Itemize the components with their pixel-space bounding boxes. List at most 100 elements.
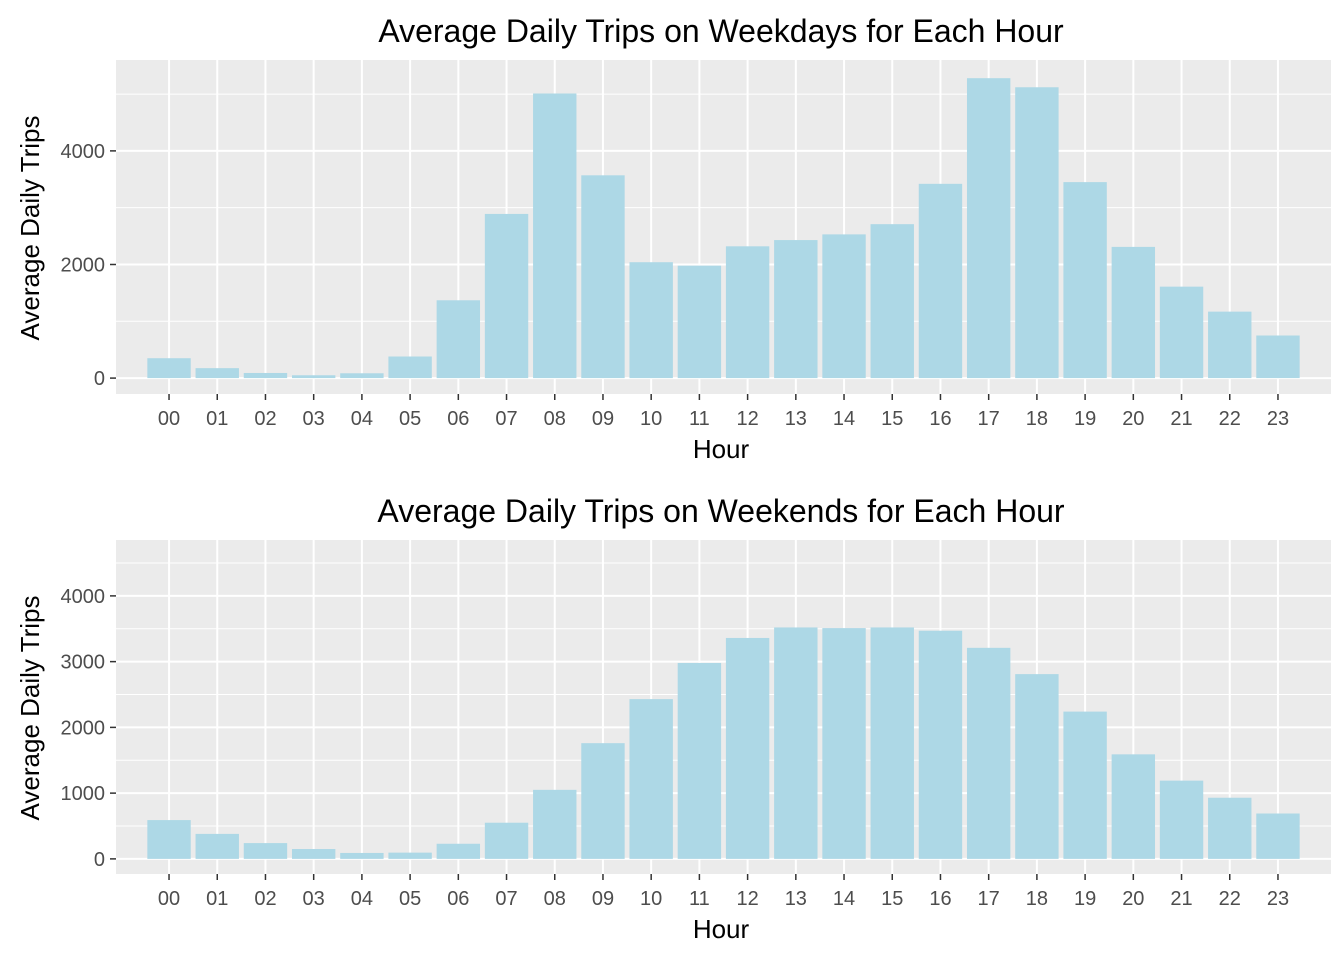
y-tick-label: 3000: [61, 652, 106, 674]
x-tick-label: 04: [351, 408, 373, 430]
x-axis-title: Hour: [693, 914, 750, 944]
x-tick-label: 09: [592, 408, 614, 430]
x-tick-label: 03: [303, 888, 325, 910]
bar-hour-10: [629, 262, 673, 379]
x-tick-label: 14: [833, 888, 855, 910]
bar-hour-02: [243, 372, 288, 379]
bar-hour-23: [1256, 335, 1300, 379]
bar-hour-00: [147, 358, 191, 379]
bar-hour-08: [533, 789, 577, 859]
bar-hour-13: [774, 240, 818, 379]
bar-hour-14: [822, 628, 866, 859]
x-axis-title: Hour: [693, 434, 750, 464]
bar-hour-03: [291, 375, 336, 379]
x-tick-label: 08: [544, 888, 566, 910]
bar-hour-10: [629, 699, 673, 859]
bar-hour-22: [1208, 311, 1252, 379]
x-tick-label: 23: [1267, 888, 1289, 910]
bar-hour-22: [1208, 797, 1252, 859]
x-tick-label: 00: [158, 408, 180, 430]
y-tick-label: 0: [94, 368, 105, 390]
x-tick-label: 19: [1074, 888, 1096, 910]
bar-hour-00: [147, 820, 191, 859]
bar-hour-13: [774, 627, 818, 859]
plot-area: 0 1000 2000 3000 4000 00 01 02 03 04 05 06 07 08 09 10 1…: [61, 540, 1331, 910]
bar-hour-09: [581, 175, 625, 379]
x-tick-label: 18: [1026, 888, 1048, 910]
bar-hour-14: [822, 234, 866, 379]
x-tick-label: 20: [1122, 408, 1144, 430]
x-tick-label: 07: [495, 408, 517, 430]
x-tick-label: 11: [689, 408, 710, 430]
bar-hour-06: [436, 300, 481, 379]
y-tick-label: 2000: [61, 717, 106, 739]
x-tick-label: 07: [495, 888, 517, 910]
bar-hour-19: [1063, 182, 1107, 379]
bar-hour-23: [1256, 813, 1300, 859]
bar-hour-05: [388, 852, 432, 859]
x-tick-label: 10: [640, 408, 662, 430]
bar-hour-18: [1015, 674, 1059, 859]
bar-hour-12: [725, 637, 770, 859]
bar-hour-11: [677, 265, 722, 379]
x-tick-label: 17: [978, 888, 1000, 910]
plot-area: 0 2000 4000 00 01 02 03 04 05 06 07 08 09 10 11 12 13 14 1…: [61, 60, 1331, 430]
chart-title: Average Daily Trips on Weekdays for Each…: [378, 13, 1064, 49]
x-tick-label: 01: [206, 408, 228, 430]
bar-hour-02: [243, 843, 288, 859]
x-tick-label: 02: [254, 888, 276, 910]
weekday-chart: 0 2000 4000 00 01 02 03 04 05 06 07 08 09 10 11 12 13 14 1…: [15, 13, 1331, 464]
chart-title: Average Daily Trips on Weekends for Each…: [377, 493, 1065, 529]
bar-hour-12: [725, 246, 770, 379]
x-tick-label: 06: [447, 408, 469, 430]
bar-hour-17: [966, 647, 1011, 859]
x-tick-label: 09: [592, 888, 614, 910]
x-tick-label: 20: [1122, 888, 1144, 910]
x-tick-label: 17: [978, 408, 1000, 430]
bar-hour-20: [1111, 246, 1156, 379]
bar-hour-11: [677, 662, 722, 859]
bar-hour-01: [195, 368, 239, 379]
x-tick-label: 19: [1074, 408, 1096, 430]
y-tick-label: 4000: [61, 141, 106, 163]
y-tick-label: 0: [94, 849, 105, 871]
bar-hour-21: [1159, 286, 1204, 379]
x-tick-label: 01: [206, 888, 228, 910]
bar-hour-03: [291, 849, 336, 859]
x-tick-label: 02: [254, 408, 276, 430]
x-tick-label: 16: [929, 408, 951, 430]
bar-hour-09: [581, 743, 625, 859]
x-tick-label: 13: [785, 408, 807, 430]
y-tick-label: 4000: [61, 586, 106, 608]
bar-hour-04: [340, 373, 384, 379]
weekend-chart: 0 1000 2000 3000 4000 00 01 02 03 04 05 06 07 08 09 10 1…: [15, 493, 1331, 944]
bar-hour-16: [918, 183, 963, 379]
bar-hour-01: [195, 833, 239, 859]
y-axis-title: Average Daily Trips: [15, 596, 45, 821]
x-tick-label: 12: [736, 888, 758, 910]
x-tick-label: 13: [785, 888, 807, 910]
x-tick-label: 22: [1219, 888, 1241, 910]
y-tick-label: 1000: [61, 783, 106, 805]
x-tick-label: 15: [881, 888, 903, 910]
x-tick-label: 00: [158, 888, 180, 910]
y-tick-label: 2000: [61, 254, 106, 276]
bar-hour-16: [918, 630, 963, 859]
bar-hour-17: [966, 78, 1011, 379]
x-tick-label: 05: [399, 888, 421, 910]
bar-hour-07: [484, 213, 529, 379]
x-tick-label: 22: [1219, 408, 1241, 430]
y-axis-title: Average Daily Trips: [15, 116, 45, 341]
x-tick-label: 18: [1026, 408, 1048, 430]
x-tick-label: 05: [399, 408, 421, 430]
x-tick-label: 06: [447, 888, 469, 910]
bar-hour-20: [1111, 754, 1156, 859]
x-tick-label: 23: [1267, 408, 1289, 430]
x-tick-label: 04: [351, 888, 373, 910]
bar-hour-05: [388, 356, 432, 379]
bar-hour-07: [484, 822, 529, 859]
x-tick-label: 03: [303, 408, 325, 430]
x-tick-label: 21: [1170, 888, 1192, 910]
